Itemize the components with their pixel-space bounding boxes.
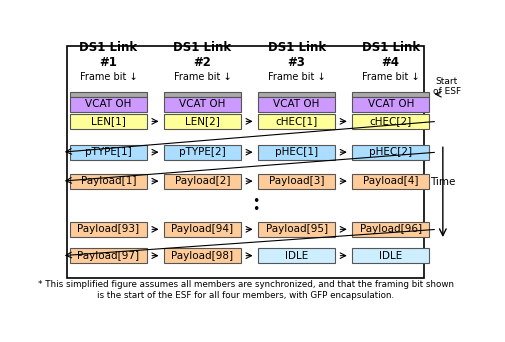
Bar bbox=[352, 248, 428, 263]
Text: pHEC[2]: pHEC[2] bbox=[369, 147, 412, 157]
Bar bbox=[258, 96, 334, 112]
Bar bbox=[67, 46, 423, 278]
Text: DS1 Link
#1: DS1 Link #1 bbox=[79, 41, 137, 69]
Text: Payload[96]: Payload[96] bbox=[359, 224, 421, 234]
Text: DS1 Link
#3: DS1 Link #3 bbox=[267, 41, 325, 69]
Bar bbox=[258, 173, 334, 189]
Text: Payload[4]: Payload[4] bbox=[362, 176, 418, 186]
Bar bbox=[258, 114, 334, 129]
Text: Payload[98]: Payload[98] bbox=[171, 251, 233, 261]
Text: VCAT OH: VCAT OH bbox=[273, 99, 319, 109]
Bar bbox=[352, 145, 428, 160]
Bar bbox=[258, 222, 334, 237]
Bar bbox=[164, 173, 240, 189]
Bar bbox=[70, 173, 146, 189]
Text: DS1 Link
#2: DS1 Link #2 bbox=[173, 41, 231, 69]
Bar bbox=[352, 173, 428, 189]
Text: * This simplified figure assumes all members are synchronized, and that the fram: * This simplified figure assumes all mem… bbox=[37, 280, 452, 300]
Text: IDLE: IDLE bbox=[284, 251, 308, 261]
Bar bbox=[352, 92, 428, 96]
Text: pHEC[1]: pHEC[1] bbox=[275, 147, 318, 157]
Text: Start
of ESF: Start of ESF bbox=[432, 77, 460, 96]
Text: Frame bit ↓: Frame bit ↓ bbox=[173, 72, 231, 82]
Text: DS1 Link
#4: DS1 Link #4 bbox=[361, 41, 419, 69]
Text: pTYPE[1]: pTYPE[1] bbox=[85, 147, 131, 157]
Text: IDLE: IDLE bbox=[378, 251, 401, 261]
Text: •: • bbox=[251, 195, 259, 208]
Text: Payload[95]: Payload[95] bbox=[265, 224, 327, 234]
Text: Payload[93]: Payload[93] bbox=[77, 224, 139, 234]
Text: pTYPE[2]: pTYPE[2] bbox=[179, 147, 225, 157]
Bar bbox=[164, 222, 240, 237]
Bar bbox=[70, 92, 146, 96]
Text: VCAT OH: VCAT OH bbox=[179, 99, 225, 109]
Text: LEN[2]: LEN[2] bbox=[185, 116, 220, 126]
Bar bbox=[352, 96, 428, 112]
Text: Payload[97]: Payload[97] bbox=[77, 251, 139, 261]
Text: VCAT OH: VCAT OH bbox=[367, 99, 413, 109]
Bar bbox=[352, 114, 428, 129]
Bar bbox=[258, 92, 334, 96]
Text: •: • bbox=[251, 203, 259, 216]
Bar bbox=[70, 248, 146, 263]
Text: LEN[1]: LEN[1] bbox=[91, 116, 126, 126]
Bar bbox=[258, 145, 334, 160]
Text: Frame bit ↓: Frame bit ↓ bbox=[267, 72, 325, 82]
Text: Payload[94]: Payload[94] bbox=[171, 224, 233, 234]
Bar bbox=[164, 145, 240, 160]
Bar bbox=[164, 114, 240, 129]
Bar bbox=[70, 222, 146, 237]
Text: Frame bit ↓: Frame bit ↓ bbox=[361, 72, 419, 82]
Text: VCAT OH: VCAT OH bbox=[85, 99, 131, 109]
Bar bbox=[70, 96, 146, 112]
Bar bbox=[352, 222, 428, 237]
Bar bbox=[70, 114, 146, 129]
Text: Payload[2]: Payload[2] bbox=[174, 176, 230, 186]
Text: Frame bit ↓: Frame bit ↓ bbox=[79, 72, 137, 82]
Text: cHEC[1]: cHEC[1] bbox=[275, 116, 317, 126]
Bar bbox=[164, 92, 240, 96]
Bar bbox=[70, 145, 146, 160]
Bar bbox=[164, 96, 240, 112]
Text: Payload[3]: Payload[3] bbox=[268, 176, 324, 186]
Text: Time: Time bbox=[429, 176, 454, 186]
Bar bbox=[164, 248, 240, 263]
Text: cHEC[2]: cHEC[2] bbox=[369, 116, 411, 126]
Bar bbox=[258, 248, 334, 263]
Text: Payload[1]: Payload[1] bbox=[80, 176, 136, 186]
